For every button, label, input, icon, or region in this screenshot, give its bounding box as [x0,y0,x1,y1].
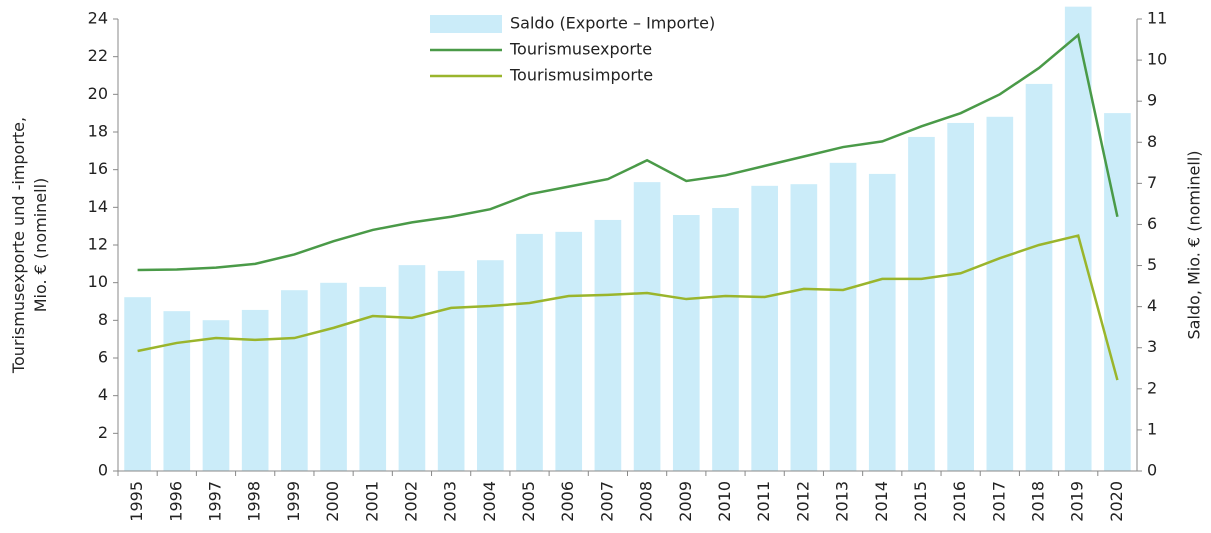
bar [908,136,935,471]
bar [359,286,387,471]
x-tick-label: 1996 [166,481,185,522]
bar [398,265,426,471]
x-tick-label: 1995 [127,481,146,522]
y-tick-label: 18 [88,122,108,141]
x-tick-label: 2019 [1068,481,1087,522]
y2-tick-label: 8 [1147,132,1157,151]
bar [790,184,818,471]
y-tick-label: 14 [88,197,108,216]
x-tick-label: 2012 [793,481,812,522]
x-tick-label: 1999 [284,481,303,522]
y-tick-label: 10 [88,272,108,291]
legend-label: Saldo (Exporte – Importe) [510,14,715,33]
y2-tick-label: 0 [1147,461,1157,480]
bar [124,297,151,471]
bar [947,122,974,472]
y-tick-label: 0 [98,461,108,480]
bar [751,185,778,471]
legend-label: Tourismusexporte [509,40,652,59]
y2-axis-label: Saldo, Mio. € (nominell) [1185,150,1204,339]
bar [477,260,504,471]
x-tick-label: 2005 [519,481,538,522]
x-tick-label: 1998 [245,481,264,522]
x-tick-label: 2001 [362,481,381,522]
y-tick-label: 20 [88,84,108,103]
y2-tick-label: 9 [1147,91,1157,110]
y2-tick-label: 2 [1147,378,1157,397]
x-tick-label: 2000 [323,481,342,522]
x-tick-label: 2020 [1107,481,1126,522]
x-tick-label: 2011 [754,481,773,522]
x-tick-label: 2017 [989,481,1008,522]
bar [516,233,543,471]
x-tick-label: 2016 [950,481,969,522]
bar [712,208,739,471]
y2-tick-label: 3 [1147,337,1157,356]
y-tick-label: 4 [98,385,108,404]
x-tick-label: 2009 [676,481,695,522]
bar [594,219,622,471]
bar [986,116,1014,472]
bar [281,290,308,471]
legend-label: Tourismusimporte [509,66,653,85]
x-tick-label: 2002 [401,481,420,522]
x-tick-label: 2004 [480,481,499,522]
bar [672,215,700,471]
y2-tick-label: 10 [1147,50,1167,69]
y-tick-label: 24 [88,9,108,28]
bar [555,231,583,471]
y-tick-label: 8 [98,310,108,329]
bar [633,182,661,471]
bar [1104,113,1131,472]
x-tick-label: 2010 [715,481,734,522]
y2-tick-label: 5 [1147,255,1157,274]
y2-tick-label: 4 [1147,296,1157,315]
y-axis-label: Tourismusexporte und -importe, Mio. € (no… [9,117,50,374]
y-tick-label: 12 [88,235,108,254]
y2-tick-label: 6 [1147,214,1157,233]
y2-tick-label: 7 [1147,173,1157,192]
y-tick-label: 2 [98,423,108,442]
x-tick-label: 2007 [597,481,616,522]
bar [241,309,269,471]
y-axis-label-line: Mio. € (nominell) [31,178,50,313]
x-tick-label: 2006 [558,481,577,522]
line [137,234,1119,381]
bar [202,320,230,471]
bar [829,162,857,471]
y-tick-label: 6 [98,348,108,367]
legend-swatch [430,15,502,33]
x-tick-label: 2013 [833,481,852,522]
bar [163,311,191,471]
y2-tick-label: 11 [1147,9,1167,28]
y-tick-label: 16 [88,159,108,178]
x-tick-label: 2003 [441,481,460,522]
x-tick-label: 2015 [911,481,930,522]
x-tick-label: 2018 [1029,481,1048,522]
x-tick-label: 2014 [872,481,891,522]
bar [437,270,465,471]
x-tick-label: 1997 [205,481,224,522]
bar [1025,83,1053,471]
x-tick-label: 2008 [637,481,656,522]
bar [868,173,896,471]
y2-tick-label: 1 [1147,419,1157,438]
y-axis-label-line: Tourismusexporte und -importe, [9,117,28,374]
bar [320,282,347,471]
line [137,32,1119,272]
y-tick-label: 22 [88,46,108,65]
